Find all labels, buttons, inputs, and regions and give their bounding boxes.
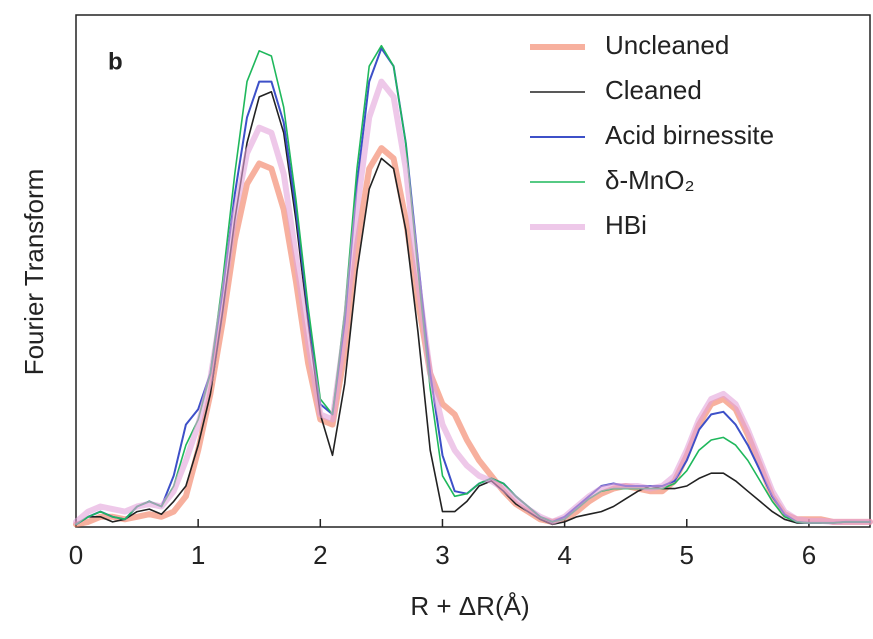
x-tick-label: 6 [802,540,816,570]
plot-frame [75,14,871,528]
x-tick-label: 0 [69,540,83,570]
x-tick-label: 4 [557,540,571,570]
legend-label: Cleaned [605,75,702,105]
series-line [75,91,871,526]
x-tick-label: 3 [435,540,449,570]
series-line [73,78,873,525]
legend-label: HBi [605,210,647,240]
legend-label: δ-MnO₂ [605,165,695,195]
panel-label: b [108,48,123,75]
legend-label: Acid birnessite [605,120,774,150]
legend-label: Uncleaned [605,30,729,60]
x-tick-label: 5 [680,540,694,570]
y-axis-label: Fourier Transform [19,169,49,376]
x-axis-label: R + ΔR(Å) [410,591,529,621]
x-tick-label: 1 [191,540,205,570]
x-tick-label: 2 [313,540,327,570]
